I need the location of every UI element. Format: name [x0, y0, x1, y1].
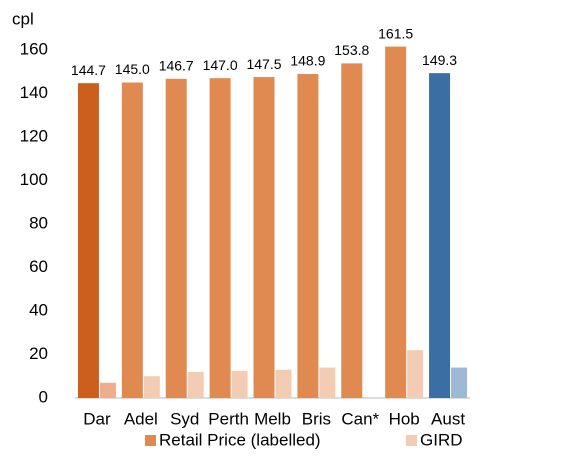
- x-tick-label: Bris: [302, 409, 331, 428]
- data-label: 145.0: [115, 61, 150, 77]
- bar: [209, 78, 231, 398]
- y-tick-label: 160: [20, 39, 48, 58]
- bar: [99, 382, 116, 398]
- legend-label: GIRD: [420, 430, 463, 449]
- bar: [187, 371, 204, 398]
- y-tick-label: 100: [20, 170, 48, 189]
- data-label: 153.8: [334, 42, 369, 58]
- y-tick-label: 60: [29, 257, 48, 276]
- data-label: 148.9: [290, 53, 325, 69]
- bar: [407, 350, 424, 398]
- bar: [319, 367, 336, 398]
- legend-swatch: [406, 435, 417, 446]
- x-tick-label: Aust: [431, 409, 465, 428]
- x-tick-label: Can*: [341, 409, 379, 428]
- x-tick-label: Melb: [254, 409, 291, 428]
- y-axis-label: cpl: [12, 9, 34, 28]
- data-label: 146.7: [159, 58, 194, 74]
- y-tick-label: 40: [29, 300, 48, 319]
- bar: [253, 77, 275, 399]
- bar: [451, 367, 468, 398]
- x-tick-label: Adel: [124, 409, 158, 428]
- data-label: 147.0: [203, 57, 238, 73]
- bar: [77, 83, 99, 398]
- legend-swatch: [145, 435, 156, 446]
- bar: [275, 369, 292, 398]
- data-label: 161.5: [378, 25, 413, 41]
- bar: [165, 78, 187, 399]
- legend-label: Retail Price (labelled): [159, 430, 321, 449]
- data-label: 149.3: [422, 52, 457, 68]
- x-tick-label: Hob: [389, 409, 420, 428]
- y-tick-label: 120: [20, 126, 48, 145]
- data-label: 144.7: [71, 62, 106, 78]
- x-tick-label: Perth: [208, 409, 249, 428]
- bar: [341, 63, 363, 399]
- data-label: 147.5: [246, 56, 281, 72]
- y-tick-label: 0: [39, 387, 48, 406]
- x-tick-label: Dar: [83, 409, 111, 428]
- y-tick-label: 20: [29, 344, 48, 363]
- bar: [231, 370, 248, 398]
- bar: [429, 73, 451, 398]
- bar: [143, 376, 160, 398]
- y-tick-label: 80: [29, 213, 48, 232]
- bar: [385, 46, 407, 399]
- y-tick-label: 140: [20, 83, 48, 102]
- x-tick-label: Syd: [170, 409, 199, 428]
- bar: [121, 82, 143, 399]
- bar: [297, 74, 319, 398]
